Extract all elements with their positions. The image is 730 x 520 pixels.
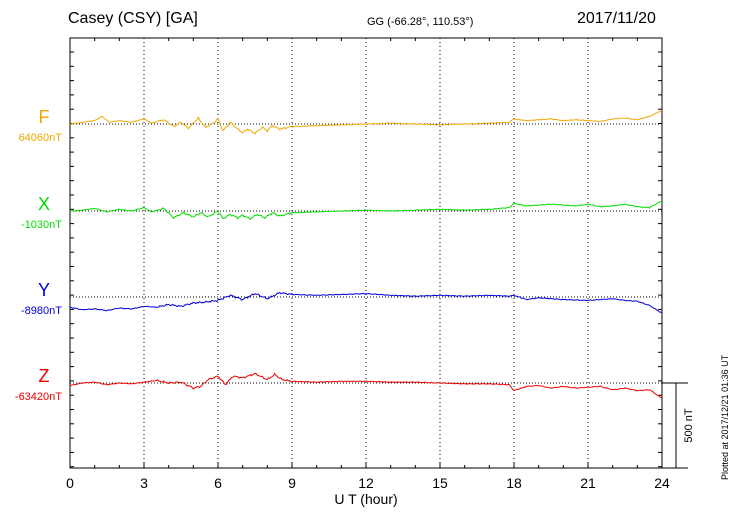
x-tick-label: 12 (358, 475, 374, 491)
x-axis-label: U T (hour) (334, 491, 397, 507)
series-name-y: Y (38, 280, 50, 300)
x-tick-label: 9 (288, 475, 296, 491)
series-name-x: X (38, 194, 50, 214)
series-baseline-f: 64060nT (19, 132, 63, 144)
series-line-x (70, 200, 663, 221)
x-tick-label: 24 (654, 475, 670, 491)
geographic-coordinates: GG (-66.28°, 110.53°) (367, 16, 474, 28)
scale-bar: 500 nT (662, 382, 695, 469)
series-baseline-y: -8980nT (21, 305, 62, 317)
series-name-f: F (39, 107, 50, 127)
x-tick-label: 3 (140, 475, 148, 491)
station-title: Casey (CSY) [GA] (68, 10, 198, 27)
x-axis: 0 3 6 9 12 15 18 21 24 U T (hour) (66, 38, 670, 507)
series-line-z (69, 372, 663, 399)
series-baseline-z: -63420nT (15, 391, 62, 403)
series-group: F 64060nT X -1030nT Y -8980nT Z -63420nT (15, 107, 663, 403)
plotted-note: Plotted at 2017/12/21 01:36 UT (720, 354, 730, 480)
series-line-f (69, 109, 663, 135)
x-tick-label: 21 (580, 475, 596, 491)
plot-date: 2017/11/20 (577, 10, 656, 27)
series-name-z: Z (39, 366, 50, 386)
x-tick-label: 6 (214, 475, 222, 491)
x-tick-label: 18 (506, 475, 522, 491)
x-tick-label: 15 (432, 475, 448, 491)
grid-lines (143, 38, 589, 468)
x-tick-label: 0 (66, 475, 74, 491)
scale-bar-label: 500 nT (683, 408, 695, 443)
series-line-y (69, 291, 663, 314)
series-baseline-x: -1030nT (21, 219, 62, 231)
